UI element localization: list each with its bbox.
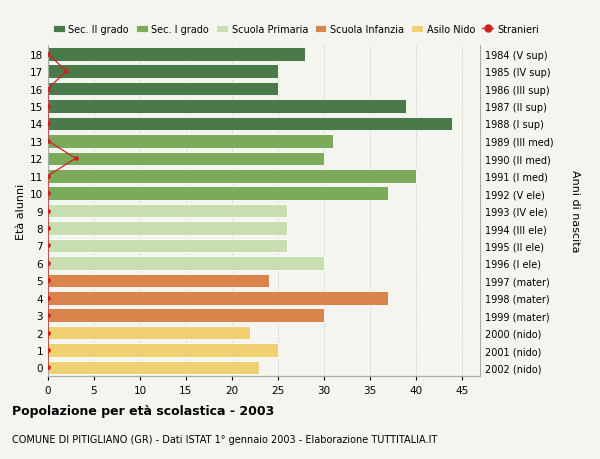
Point xyxy=(43,121,53,128)
Bar xyxy=(48,274,269,287)
Point xyxy=(43,364,53,371)
Bar xyxy=(48,100,406,113)
Bar xyxy=(48,257,324,270)
Point xyxy=(43,138,53,145)
Bar xyxy=(48,291,388,305)
Point xyxy=(43,277,53,285)
Point xyxy=(43,173,53,180)
Bar xyxy=(48,187,388,201)
Bar xyxy=(48,204,287,218)
Bar xyxy=(48,326,250,340)
Point xyxy=(71,155,80,162)
Point xyxy=(43,190,53,197)
Bar xyxy=(48,152,324,166)
Point xyxy=(43,51,53,58)
Point xyxy=(43,347,53,354)
Y-axis label: Età alunni: Età alunni xyxy=(16,183,26,239)
Y-axis label: Anni di nascita: Anni di nascita xyxy=(570,170,580,252)
Bar xyxy=(48,309,324,322)
Point xyxy=(43,103,53,111)
Point xyxy=(43,312,53,319)
Text: COMUNE DI PITIGLIANO (GR) - Dati ISTAT 1° gennaio 2003 - Elaborazione TUTTITALIA: COMUNE DI PITIGLIANO (GR) - Dati ISTAT 1… xyxy=(12,434,437,444)
Point xyxy=(43,294,53,302)
Point xyxy=(43,86,53,93)
Bar xyxy=(48,239,287,253)
Bar xyxy=(48,65,278,79)
Bar xyxy=(48,135,333,148)
Bar xyxy=(48,48,305,62)
Bar xyxy=(48,118,452,131)
Point xyxy=(43,225,53,232)
Point xyxy=(43,207,53,215)
Bar xyxy=(48,222,287,235)
Point xyxy=(62,68,71,76)
Point xyxy=(43,242,53,250)
Point xyxy=(43,329,53,336)
Bar xyxy=(48,169,416,183)
Bar xyxy=(48,343,278,357)
Point xyxy=(43,260,53,267)
Text: Popolazione per età scolastica - 2003: Popolazione per età scolastica - 2003 xyxy=(12,404,274,417)
Legend: Sec. II grado, Sec. I grado, Scuola Primaria, Scuola Infanzia, Asilo Nido, Stran: Sec. II grado, Sec. I grado, Scuola Prim… xyxy=(53,24,539,34)
Bar xyxy=(48,361,259,375)
Bar xyxy=(48,83,278,96)
